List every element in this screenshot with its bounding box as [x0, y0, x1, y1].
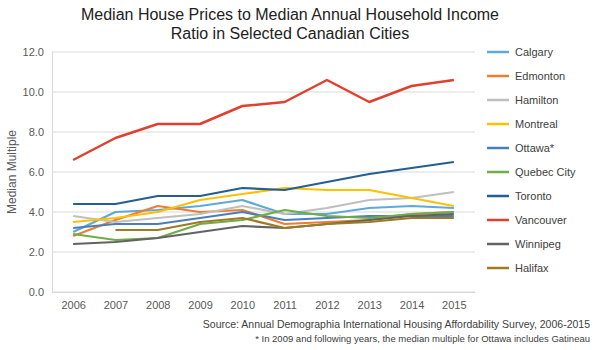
grid-line	[52, 132, 475, 133]
y-tick-label: 8.0	[29, 126, 44, 138]
legend-swatch	[487, 171, 509, 174]
x-tick: 2012	[315, 292, 339, 311]
legend-item: Hamilton	[487, 94, 558, 106]
title: Median House Prices to Median Annual Hou…	[81, 6, 499, 42]
legend-swatch	[487, 51, 509, 54]
x-tick-label: 2007	[104, 299, 128, 311]
legend-item: Toronto	[487, 190, 552, 202]
series-line	[115, 218, 453, 230]
series-line	[73, 214, 454, 244]
legend-swatch	[487, 195, 509, 198]
legend-item: Montreal	[487, 118, 558, 130]
y-tick: 2.0	[29, 246, 52, 258]
y-tick: 10.0	[23, 86, 52, 98]
legend-item: Edmonton	[487, 70, 565, 82]
title-line: Ratio in Selected Canadian Cities	[171, 25, 409, 42]
series-line	[73, 80, 454, 160]
y-tick-label: 0.0	[29, 286, 44, 298]
x-tick-label: 2011	[273, 299, 297, 311]
legend-label: Hamilton	[515, 94, 558, 106]
x-tick: 2008	[146, 292, 170, 311]
x-tick: 2006	[61, 292, 85, 311]
legend-swatch	[487, 75, 509, 78]
legend-item: Halifax	[487, 262, 549, 274]
legend-swatch	[487, 99, 509, 102]
grid-line	[52, 92, 475, 93]
grid-line	[52, 172, 475, 173]
legend-swatch	[487, 243, 509, 246]
series-line	[73, 210, 454, 240]
legend-swatch	[487, 219, 509, 222]
y-tick-label: 4.0	[29, 206, 44, 218]
lines	[73, 80, 454, 244]
y-axis: 0.0 2.0 4.0 6.0 8.0 10.0 12.0	[23, 46, 53, 298]
y-tick: 8.0	[29, 126, 52, 138]
legend-item: Calgary	[487, 46, 553, 58]
plot: 0.02.04.06.08.010.012.020062007200820092…	[23, 46, 476, 311]
legend-swatch	[487, 267, 509, 270]
x-axis: 2006 2007 2008 2009 2010 2011 2012 2013 2014 2015	[53, 292, 476, 311]
legend-item: Winnipeg	[487, 238, 561, 250]
x-tick: 2013	[358, 292, 382, 311]
title-line: Median House Prices to Median Annual Hou…	[81, 6, 499, 23]
legend-label: Halifax	[515, 262, 549, 274]
x-tick: 2011	[273, 292, 297, 311]
x-tick-label: 2014	[400, 299, 424, 311]
x-tick-label: 2010	[231, 299, 255, 311]
annotation: Source: Annual Demographia International…	[203, 318, 590, 330]
x-tick-label: 2015	[442, 299, 466, 311]
grid	[52, 52, 475, 292]
grid-line	[52, 52, 475, 53]
legend-label: Quebec City	[515, 166, 576, 178]
y-axis-line	[52, 53, 53, 293]
x-axis-line	[53, 292, 476, 293]
y-tick-label: 6.0	[29, 166, 44, 178]
legend-label: Winnipeg	[515, 238, 561, 250]
y-axis-title: Median Multiple	[5, 130, 19, 214]
grid-line	[52, 252, 475, 253]
x-tick-label: 2009	[188, 299, 212, 311]
y-tick: 4.0	[29, 206, 52, 218]
x-tick: 2014	[400, 292, 424, 311]
y-tick-label: 2.0	[29, 246, 44, 258]
grid-line	[52, 292, 475, 293]
y-tick: 12.0	[23, 46, 52, 58]
x-tick-label: 2013	[358, 299, 382, 311]
x-tick: 2010	[231, 292, 255, 311]
legend-swatch	[487, 147, 509, 150]
legend-item: Vancouver	[487, 214, 567, 226]
x-tick: 2007	[104, 292, 128, 311]
legend-swatch	[487, 123, 509, 126]
legend-item: Ottawa*	[487, 142, 555, 154]
x-tick-label: 2012	[315, 299, 339, 311]
annotation: * In 2009 and following years, the media…	[255, 333, 590, 344]
y-tick-label: 10.0	[23, 86, 44, 98]
y-tick: 6.0	[29, 166, 52, 178]
legend-label: Ottawa*	[515, 142, 555, 154]
legend-label: Vancouver	[515, 214, 567, 226]
legend-label: Calgary	[515, 46, 553, 58]
x-tick: 2009	[188, 292, 212, 311]
y-tick-label: 12.0	[23, 46, 44, 58]
x-tick-label: 2008	[146, 299, 170, 311]
legend-item: Quebec City	[487, 166, 576, 178]
x-tick-label: 2006	[61, 299, 85, 311]
legend-label: Edmonton	[515, 70, 565, 82]
series-line	[73, 162, 454, 204]
y-tick: 0.0	[29, 286, 52, 298]
legend-label: Toronto	[515, 190, 552, 202]
x-tick: 2015	[442, 292, 466, 311]
legend: Calgary Edmonton Hamilton Montreal Ottawa* Qu…	[487, 46, 576, 274]
legend-label: Montreal	[515, 118, 558, 130]
chart: Median House Prices to Median Annual Hou…	[0, 0, 600, 350]
